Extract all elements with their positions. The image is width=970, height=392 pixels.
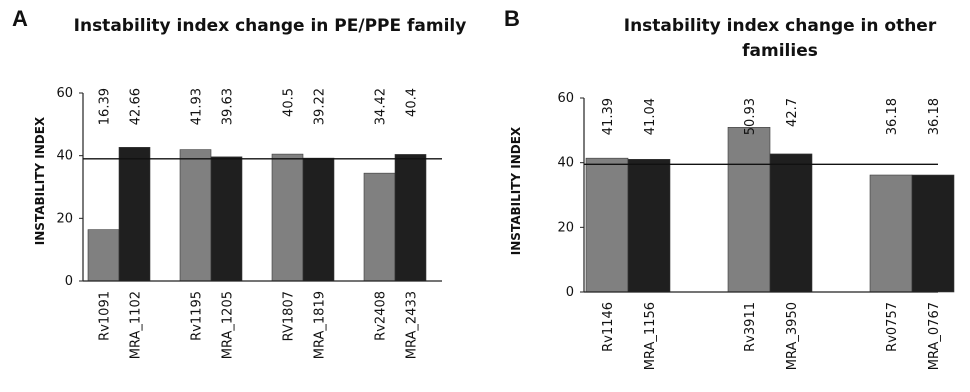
bar xyxy=(869,174,913,293)
x-tick-label: MRA_1205 xyxy=(221,291,236,359)
y-tick-label: 40 xyxy=(557,156,574,171)
value-label: 42.66 xyxy=(129,88,144,125)
x-tick-label: MRA_0767 xyxy=(927,302,942,370)
x-tick-label: MRA_2433 xyxy=(405,291,420,359)
panel-letter: B xyxy=(504,6,520,31)
bar xyxy=(585,157,629,293)
bar xyxy=(210,156,243,282)
value-label: 41.04 xyxy=(643,98,658,135)
x-tick-label: Rv3911 xyxy=(743,302,758,352)
bar xyxy=(179,149,212,282)
chart-title: Instability index change in PE/PPE famil… xyxy=(73,16,467,36)
value-label: 39.63 xyxy=(221,88,236,125)
x-tick-label: MRA_1102 xyxy=(129,291,144,359)
bar xyxy=(302,157,335,282)
y-tick-label: 20 xyxy=(557,220,574,235)
value-label: 42.7 xyxy=(785,98,800,127)
x-tick-label: Rv1195 xyxy=(190,291,205,341)
chart-title: Instability index change in other famili… xyxy=(623,16,937,61)
value-label: 34.42 xyxy=(374,88,389,125)
bar xyxy=(363,172,396,282)
value-label: 36.18 xyxy=(885,98,900,135)
x-tick-label: RV1807 xyxy=(282,291,297,341)
bar xyxy=(727,127,771,293)
x-tick-label: MRA_1819 xyxy=(313,291,328,359)
value-label: 41.93 xyxy=(190,88,205,125)
bar xyxy=(911,174,955,293)
bar xyxy=(627,159,671,293)
chart-panel-b: B Instability index change in other fami… xyxy=(490,0,970,392)
y-tick-label: 60 xyxy=(56,86,73,101)
value-label: 41.39 xyxy=(601,98,616,135)
panel-letter: A xyxy=(12,6,28,31)
value-label: 16.39 xyxy=(98,88,113,125)
value-label: 50.93 xyxy=(743,98,758,135)
x-tick-label: MRA_3950 xyxy=(785,302,800,370)
bar xyxy=(394,154,427,282)
bar xyxy=(87,229,120,282)
bar xyxy=(118,147,151,282)
y-tick-label: 40 xyxy=(56,149,73,164)
y-tick-label: 20 xyxy=(56,211,73,226)
x-tick-label: Rv0757 xyxy=(885,302,900,352)
x-tick-label: Rv1091 xyxy=(98,291,113,341)
y-tick-label: 60 xyxy=(557,91,574,106)
value-label: 40.4 xyxy=(405,88,420,117)
x-tick-label: Rv1146 xyxy=(601,302,616,352)
y-tick-label: 0 xyxy=(65,274,73,289)
bar xyxy=(271,153,304,282)
value-label: 40.5 xyxy=(282,88,297,117)
y-tick-label: 0 xyxy=(566,285,574,300)
bar xyxy=(769,153,813,293)
chart-plot: 0 20 40 60 16.39 Rv1091 42.66 MRA_1102 41.93 Rv11… xyxy=(56,86,442,359)
x-tick-label: Rv2408 xyxy=(374,291,389,341)
chart-plot: 0 20 40 60 41.39 Rv1146 41.04 MRA_1156 50.93 Rv39… xyxy=(557,91,955,370)
x-tick-label: MRA_1156 xyxy=(643,302,658,370)
value-label: 36.18 xyxy=(927,98,942,135)
value-label: 39.22 xyxy=(313,88,328,125)
chart-panel-a: A Instability index change in PE/PPE fam… xyxy=(0,0,480,392)
